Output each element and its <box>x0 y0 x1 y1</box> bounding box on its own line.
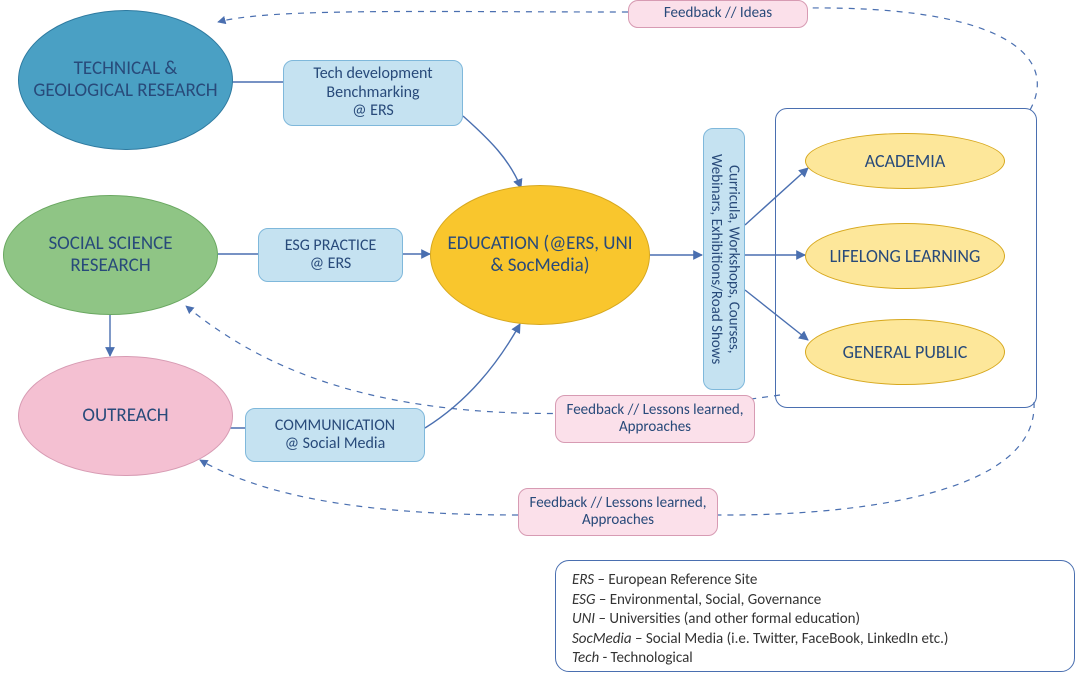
node-fbLessons1: Feedback // Lessons learned, Approaches <box>555 395 755 443</box>
legend-def: – Universities (and other formal educati… <box>595 610 860 628</box>
node-outreach: OUTREACH <box>18 356 233 476</box>
node-legendBox: ERS – European Reference SiteESG – Envir… <box>555 560 1075 672</box>
legend-line: UNI – Universities (and other formal edu… <box>572 610 1058 630</box>
legend-line: ESG – Environmental, Social, Governance <box>572 591 1058 611</box>
node-education: EDUCATION (@ERS, UNI & SocMedia) <box>430 185 650 325</box>
legend-def: – European Reference Site <box>594 571 757 589</box>
node-fbIdeas: Feedback // Ideas <box>628 0 808 28</box>
node-public: GENERAL PUBLIC <box>805 319 1005 385</box>
edge-fb-outreach-0 <box>718 402 1034 515</box>
node-esg: ESG PRACTICE@ ERS <box>258 228 403 282</box>
node-tech: TECHNICAL & GEOLOGICAL RESEARCH <box>18 10 233 150</box>
node-social: SOCIAL SCIENCE RESEARCH <box>3 195 218 315</box>
legend-line: Tech - Technological <box>572 649 1058 669</box>
legend-def: – Social Media (i.e. Twitter, FaceBook, … <box>632 630 949 648</box>
legend-line: ERS – European Reference Site <box>572 571 1058 591</box>
legend-term: UNI <box>572 610 595 628</box>
legend-term: SocMedia <box>572 630 632 648</box>
legend-term: Tech <box>572 649 599 667</box>
node-lifelong: LIFELONG LEARNING <box>805 223 1005 289</box>
legend-term: ESG <box>572 591 595 609</box>
legend-term: ERS <box>572 571 594 589</box>
legend-line: SocMedia – Social Media (i.e. Twitter, F… <box>572 630 1058 650</box>
node-techdev: Tech development Benchmarking@ ERS <box>283 60 463 126</box>
edge-outreach-to-edu-1 <box>425 324 520 428</box>
edge-fb-ideas-1 <box>218 11 628 22</box>
edge-tech-to-edu-1 <box>463 116 521 188</box>
node-fbLessons2: Feedback // Lessons learned, Approaches <box>518 488 718 536</box>
legend-def: - Technological <box>599 649 693 667</box>
node-curricula: Curricula, Workshops, Courses, Webinars,… <box>703 128 745 390</box>
node-academia: ACADEMIA <box>805 133 1005 189</box>
node-comm: COMMUNICATION@ Social Media <box>245 408 425 462</box>
edge-fb-ideas-0 <box>808 8 1037 110</box>
legend-def: – Environmental, Social, Governance <box>595 591 821 609</box>
edge-fb-outreach-1 <box>200 460 518 515</box>
